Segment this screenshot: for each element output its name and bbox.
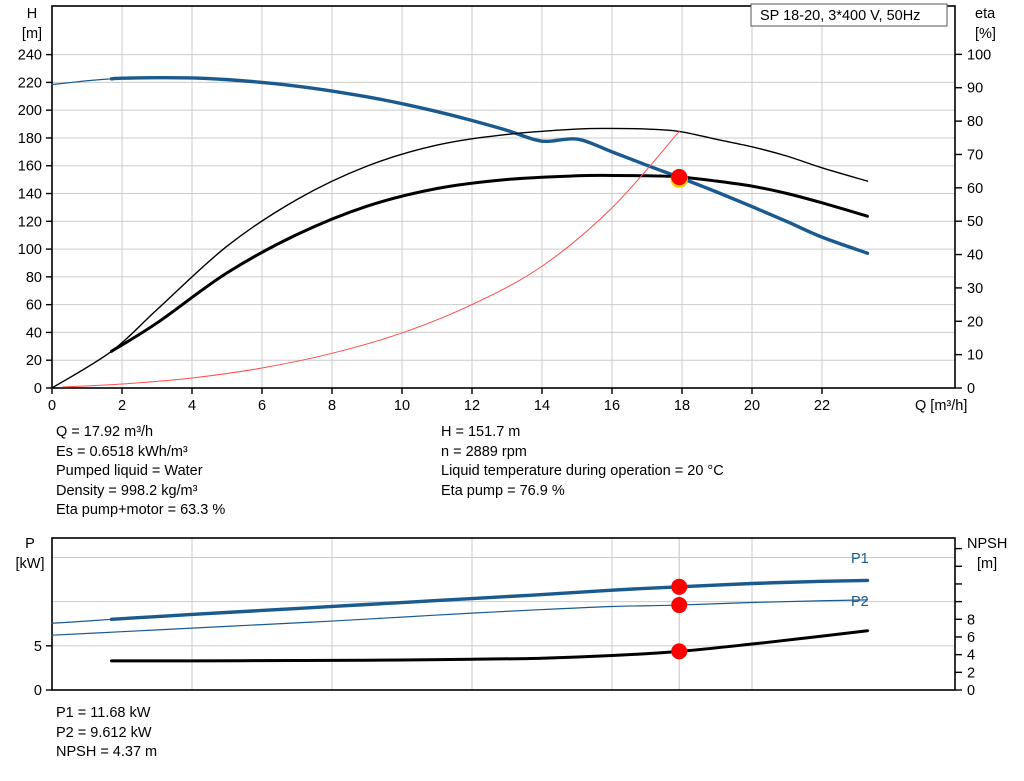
top-ytick-right-label: 30 (967, 281, 983, 297)
top-ytick-right-label: 100 (967, 47, 991, 63)
series-label-p2: P2 (851, 594, 869, 610)
top-ytick-right-label: 0 (967, 381, 975, 397)
title-box-label: SP 18-20, 3*400 V, 50Hz (760, 8, 920, 24)
top-xtick-label: 4 (188, 398, 196, 414)
top-ytick-right-label: 40 (967, 248, 983, 264)
bottom-ytick-right-label: 2 (967, 665, 975, 681)
top-ytick-left-label: 220 (18, 75, 42, 91)
bottom-ytick-left-label: 0 (34, 683, 42, 699)
top-ytick-left-label: 40 (26, 325, 42, 341)
bottom-left-axis-title-line1: P (25, 536, 35, 552)
bottom-right-axis-title-line2: [m] (977, 556, 997, 572)
top-chart-gridlines (52, 6, 955, 389)
curve-thick-blue (109, 75, 870, 255)
top-ytick-left-label: 100 (18, 242, 42, 258)
top-ytick-left-label: 60 (26, 298, 42, 314)
top-left-axis-title-line2: [m] (22, 26, 42, 42)
top-ytick-left-label: 80 (26, 270, 42, 286)
bottom-chart-ticks: 0 5 0 24 6 8 (34, 547, 975, 699)
top-left-axis-title-line1: H (27, 6, 37, 22)
head-efficiency-chart: 0 2 4 6 8 10 12 14 16 18 20 22020406080100120140160… (18, 3, 996, 414)
top-ytick-right-label: 20 (967, 314, 983, 330)
info-block-left: Q = 17.92 m³/h Es = 0.6518 kWh/m³ Pumped l… (56, 423, 225, 521)
top-ytick-right-label: 60 (967, 181, 983, 197)
top-xtick-label: 14 (534, 398, 550, 414)
top-ytick-left-label: 120 (18, 214, 42, 230)
top-ytick-right-label: 80 (967, 114, 983, 130)
top-xtick-label: 20 (744, 398, 760, 414)
top-xtick-label: 18 (674, 398, 690, 414)
info-left-line-1: Q = 17.92 m³/h (56, 424, 154, 440)
info-right-line-2: n = 2889 rpm (441, 443, 527, 460)
power-npsh-chart: 0 5 0 24 6 8 P [kW] NPSH [m] P1 P2 (16, 536, 1008, 699)
info-block-bottom: P1 = 11.68 kW P2 = 9.612 kW NPSH = 4.37 m (56, 704, 157, 763)
curve-thin-blue (51, 618, 113, 624)
series-label-p1: P1 (851, 551, 869, 567)
top-xtick-label: 2 (118, 398, 126, 414)
bottom-ytick-right-label: 6 (967, 630, 975, 646)
info-right-line-1: H = 151.7 m (441, 424, 521, 440)
curve-thick-black (110, 629, 869, 663)
top-x-axis-label: Q [m³/h] (915, 398, 967, 414)
curve-thin-blue (51, 78, 113, 86)
top-xtick-label: 12 (464, 398, 480, 414)
top-xtick-label: 22 (814, 398, 830, 414)
top-ytick-right-label: 90 (967, 81, 983, 97)
top-ytick-left-label: 140 (18, 187, 42, 203)
top-chart-duty-points[interactable] (670, 168, 688, 189)
duty-point-p1[interactable] (671, 578, 688, 595)
info-left-line-2: Es = 0.6518 kWh/m³ (56, 443, 188, 460)
bottom-ytick-right-label: 4 (967, 648, 975, 664)
duty-point-eta-pump-motor[interactable] (671, 168, 688, 185)
info-left-line-3: Pumped liquid = Water (56, 463, 203, 479)
bottom-ytick-right-label: 0 (967, 683, 975, 699)
top-xtick-label: 0 (48, 398, 56, 414)
bottom-right-axis-title-line1: NPSH (967, 536, 1007, 552)
title-box: SP 18-20, 3*400 V, 50Hz (750, 3, 948, 27)
curve-thin-black (51, 127, 869, 389)
bottom-ytick-left-label: 5 (34, 639, 42, 655)
top-ytick-left-label: 160 (18, 159, 42, 175)
bottom-chart-duty-points[interactable] (671, 578, 688, 660)
info-bottom-line-3: NPSH = 4.37 m (56, 744, 158, 760)
top-ytick-right-label: 70 (967, 147, 983, 163)
bottom-left-axis-title-line2: [kW] (16, 556, 45, 572)
top-chart-frame (51, 5, 956, 389)
top-right-axis-title-line1: eta (975, 6, 996, 22)
top-ytick-left-label: 200 (18, 103, 42, 119)
top-xtick-label: 8 (328, 398, 336, 414)
info-block-right: H = 151.7 m n = 2889 rpm Liquid temperatur… (441, 423, 724, 501)
curve-thin-blue (51, 599, 869, 636)
top-ytick-right-label: 50 (967, 214, 983, 230)
curve-thin-red (62, 130, 680, 388)
curve-thick-blue (109, 578, 870, 621)
info-bottom-line-1: P1 = 11.68 kW (56, 705, 151, 721)
top-ytick-left-label: 180 (18, 131, 42, 147)
top-chart-ticks: 0 2 4 6 8 10 12 14 16 18 20 22020406080100120140160… (18, 47, 991, 414)
top-xtick-label: 16 (604, 398, 620, 414)
top-ytick-left-label: 240 (18, 48, 42, 64)
top-ytick-left-label: 20 (26, 353, 42, 369)
top-right-axis-title-line2: [%] (975, 26, 996, 42)
top-xtick-label: 6 (258, 398, 266, 414)
top-xtick-label: 10 (394, 398, 410, 414)
bottom-chart-curves (51, 578, 870, 663)
info-left-line-5: Eta pump+motor = 63.3 % (56, 502, 226, 518)
info-right-line-3: Liquid temperature during operation = 20… (441, 463, 724, 479)
curve-thick-black (110, 173, 869, 353)
top-ytick-right-label: 10 (967, 348, 983, 364)
duty-point-p2[interactable] (671, 597, 688, 614)
duty-point-npsh[interactable] (671, 643, 688, 660)
info-left-line-4: Density = 998.2 kg/m³ (56, 482, 198, 499)
bottom-chart-frame (51, 537, 956, 691)
info-bottom-line-2: P2 = 9.612 kW (56, 724, 152, 741)
top-ytick-left-label: 0 (34, 381, 42, 397)
top-chart-curves (51, 75, 870, 389)
info-right-line-4: Eta pump = 76.9 % (441, 482, 565, 499)
bottom-ytick-right-label: 8 (967, 612, 975, 628)
